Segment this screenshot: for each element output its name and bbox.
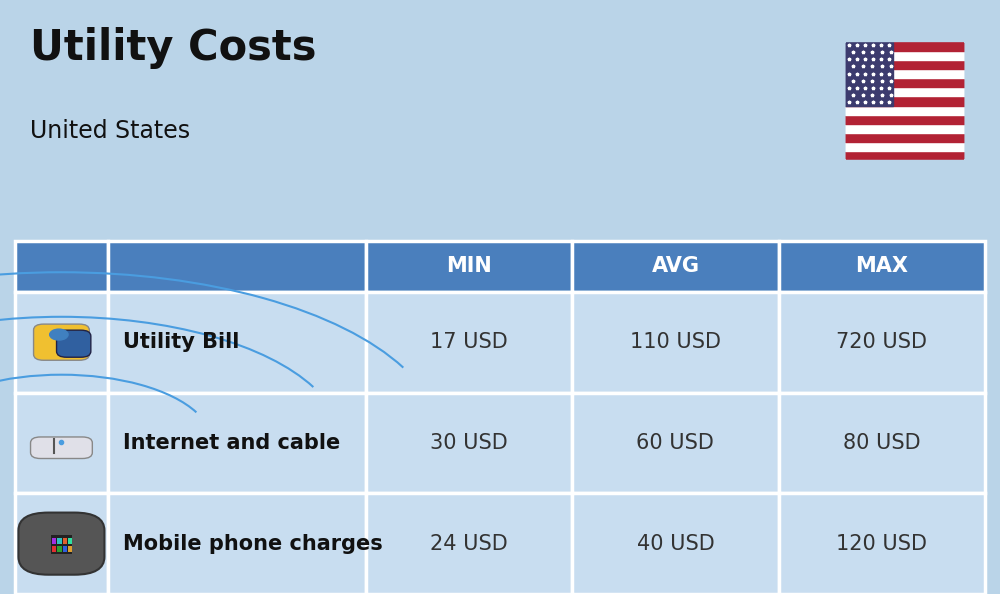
Bar xyxy=(845,69,965,78)
Text: 24 USD: 24 USD xyxy=(430,533,508,554)
Text: Internet and cable: Internet and cable xyxy=(123,433,340,453)
FancyBboxPatch shape xyxy=(779,493,985,594)
FancyBboxPatch shape xyxy=(51,535,72,554)
Text: 120 USD: 120 USD xyxy=(836,533,927,554)
Bar xyxy=(57,546,62,552)
Text: 110 USD: 110 USD xyxy=(630,332,721,352)
Bar xyxy=(68,546,72,552)
Bar xyxy=(52,538,56,544)
FancyBboxPatch shape xyxy=(839,36,971,166)
FancyBboxPatch shape xyxy=(108,393,366,493)
FancyBboxPatch shape xyxy=(108,493,366,594)
Bar xyxy=(63,538,67,544)
Text: AVG: AVG xyxy=(651,256,699,276)
Text: Utility Bill: Utility Bill xyxy=(123,332,239,352)
FancyBboxPatch shape xyxy=(779,292,985,393)
Bar xyxy=(845,60,965,69)
Bar xyxy=(845,115,965,124)
Text: 40 USD: 40 USD xyxy=(637,533,714,554)
Text: 720 USD: 720 USD xyxy=(836,332,927,352)
FancyBboxPatch shape xyxy=(366,393,572,493)
Bar xyxy=(845,50,965,60)
Bar xyxy=(845,151,965,160)
Bar xyxy=(68,538,72,544)
FancyBboxPatch shape xyxy=(779,241,985,292)
Bar xyxy=(845,78,965,87)
Bar xyxy=(63,546,67,552)
Circle shape xyxy=(50,329,68,340)
Bar xyxy=(845,133,965,142)
Bar xyxy=(845,42,965,50)
FancyBboxPatch shape xyxy=(779,393,985,493)
Bar xyxy=(845,87,965,96)
Text: 30 USD: 30 USD xyxy=(430,433,508,453)
FancyBboxPatch shape xyxy=(366,493,572,594)
Bar xyxy=(845,106,965,115)
FancyBboxPatch shape xyxy=(15,393,108,493)
Bar xyxy=(845,42,893,106)
FancyBboxPatch shape xyxy=(572,393,779,493)
FancyBboxPatch shape xyxy=(15,292,108,393)
Bar xyxy=(845,124,965,133)
FancyBboxPatch shape xyxy=(366,241,572,292)
FancyBboxPatch shape xyxy=(366,292,572,393)
FancyBboxPatch shape xyxy=(57,330,91,357)
Bar xyxy=(845,96,965,106)
Text: 80 USD: 80 USD xyxy=(843,433,921,453)
Text: 17 USD: 17 USD xyxy=(430,332,508,352)
FancyBboxPatch shape xyxy=(108,241,366,292)
FancyBboxPatch shape xyxy=(15,241,108,292)
Bar xyxy=(845,142,965,151)
Bar xyxy=(57,538,62,544)
FancyBboxPatch shape xyxy=(31,437,92,459)
FancyBboxPatch shape xyxy=(15,493,108,594)
FancyBboxPatch shape xyxy=(572,241,779,292)
FancyBboxPatch shape xyxy=(18,513,104,575)
FancyBboxPatch shape xyxy=(108,292,366,393)
Bar xyxy=(52,546,56,552)
Text: MIN: MIN xyxy=(446,256,492,276)
FancyBboxPatch shape xyxy=(572,292,779,393)
FancyBboxPatch shape xyxy=(572,493,779,594)
Text: Utility Costs: Utility Costs xyxy=(30,27,316,69)
FancyBboxPatch shape xyxy=(34,324,89,360)
Text: MAX: MAX xyxy=(855,256,908,276)
Text: 60 USD: 60 USD xyxy=(636,433,714,453)
Text: United States: United States xyxy=(30,119,190,143)
Text: Mobile phone charges: Mobile phone charges xyxy=(123,533,383,554)
